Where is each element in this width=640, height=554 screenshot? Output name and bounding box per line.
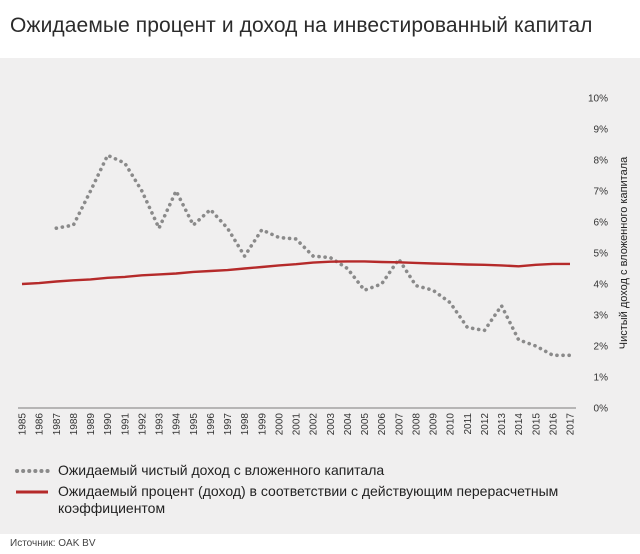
source-note: Источник: OAK BV [10,534,640,554]
y-axis-label: Чистый доход с вложенного капитала [618,156,630,349]
x-tick-label: 1993 [155,413,166,436]
x-tick-label: 1997 [223,413,234,436]
line-chart: 1985 1986 1987 1988 1989 1990 1991 1992 1993 1994… [18,94,631,436]
x-tick-label: 2015 [531,413,542,436]
x-tick-label: 1999 [257,413,268,436]
x-tick-label: 1986 [35,413,46,436]
y-tick-label: 5% [594,249,609,260]
x-tick-label: 1998 [240,413,251,436]
x-tick-label: 1990 [103,413,114,436]
y-tick-label: 10% [588,94,608,105]
x-tick-label: 1992 [137,413,148,436]
series-line-net-return [54,152,572,358]
y-tick-label: 0% [594,404,609,415]
x-tick-label: 1991 [120,413,131,436]
x-tick-label: 2014 [514,413,525,436]
y-tick-label: 6% [594,218,609,229]
x-tick-label: 2016 [548,413,559,436]
legend-item-net-return: Ожидаемый чистый доход с вложенного капи… [14,462,624,479]
x-tick-label: 2001 [292,413,303,436]
y-tick-label: 2% [594,342,609,353]
x-tick-label: 2004 [343,413,354,436]
x-tick-label: 2006 [377,413,388,436]
x-tick-label: 2012 [480,413,491,436]
x-tick-label: 1988 [69,413,80,436]
legend-swatch-solid [16,490,48,494]
x-tick-label: 1994 [172,413,183,436]
y-tick-label: 1% [594,373,609,384]
x-tick-label: 1996 [206,413,217,436]
x-tick-label: 2009 [429,413,440,436]
x-tick-label: 2002 [309,413,320,436]
x-tick-label: 2000 [274,413,285,436]
source-text: Источник: OAK BV [10,538,96,549]
legend: Ожидаемый чистый доход с вложенного капи… [14,462,624,521]
chart-panel [0,58,640,534]
y-tick-label: 3% [594,311,609,322]
x-tick-label: 2017 [566,413,577,436]
legend-label-expected-rate: Ожидаемый процент (доход) в соответствии… [58,483,559,516]
legend-item-expected-rate: Ожидаемый процент (доход) в соответствии… [14,483,624,517]
y-tick-label: 9% [594,125,609,136]
x-tick-label: 1987 [52,413,63,436]
x-tick-label: 2010 [446,413,457,436]
x-tick-label: 2013 [497,413,508,436]
series-line-expected-rate [21,260,570,286]
legend-label-net-return: Ожидаемый чистый доход с вложенного капи… [58,462,385,478]
legend-swatch-dotted [15,469,50,473]
x-tick-label: 2007 [394,413,405,436]
x-tick-label: 2011 [463,413,474,435]
x-tick-label: 2005 [360,413,371,436]
x-tick-label: 2003 [326,413,337,436]
x-tick-label: 1989 [86,413,97,436]
x-tick-label: 1985 [18,413,29,436]
x-tick-label: 1995 [189,413,200,436]
x-tick-label: 2008 [411,413,422,436]
chart-title: Ожидаемые процент и доход на инвестирова… [10,14,593,37]
chart-header: Ожидаемые процент и доход на инвестирова… [0,0,640,58]
y-tick-label: 8% [594,156,609,167]
y-tick-label: 7% [594,187,609,198]
y-tick-label: 4% [594,280,609,291]
